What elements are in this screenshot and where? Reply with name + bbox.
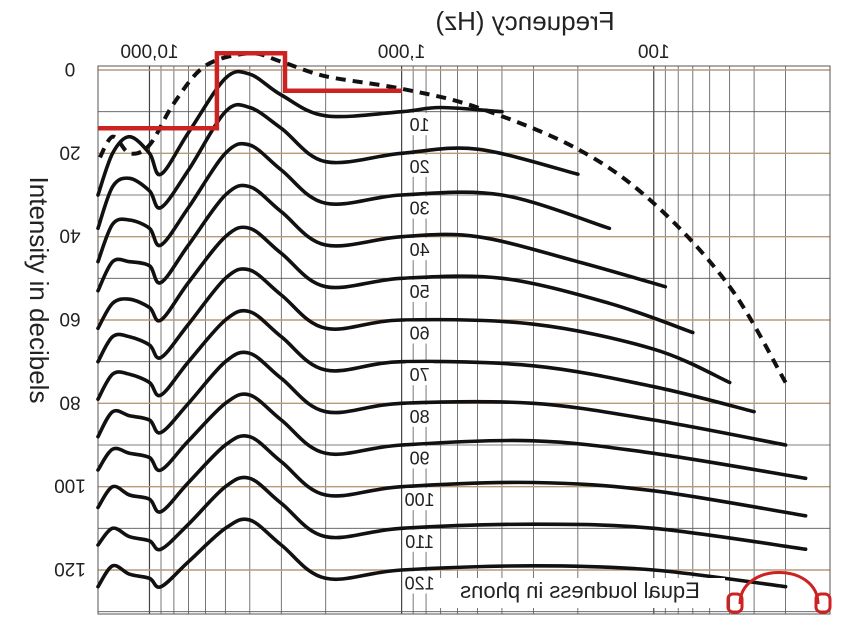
- loudness-curve-120: [96, 517, 788, 589]
- curve-label-bg: [405, 321, 434, 344]
- headphones-icon: [726, 571, 832, 614]
- curve-label-bg: [405, 113, 434, 136]
- curve-label-70: 70: [410, 365, 430, 385]
- axis-titles: Frequency (Hz) Intensity in decibels Equ…: [24, 6, 725, 608]
- loudness-curve-100: [96, 433, 808, 518]
- svg-text:100: 100: [54, 475, 86, 496]
- headphones-left-cup: [726, 592, 744, 614]
- loudness-curve-10: [96, 69, 504, 197]
- curve-label-10: 10: [410, 115, 430, 135]
- headphones-band: [738, 571, 820, 605]
- annotation-bg: [440, 578, 725, 608]
- equal-loudness-annotation: Equal loudness in phons: [460, 578, 700, 603]
- curve-label-80: 80: [410, 407, 430, 427]
- x-tick-label: 1,000: [378, 42, 426, 63]
- y-tick-label: 0: [65, 58, 76, 79]
- curve-label-bg: [405, 154, 434, 177]
- highlight-step: [98, 51, 402, 131]
- loudness-curve-20: [96, 102, 580, 231]
- y-tick-label: 80: [59, 391, 80, 412]
- y-tick-label: 20: [59, 141, 80, 162]
- loudness-curve-40: [96, 183, 668, 293]
- x-tick-label: 10,000: [120, 42, 178, 63]
- x-tick-label: 100: [638, 42, 670, 63]
- y-axis-title: Intensity in decibels: [24, 177, 54, 404]
- curve-label-40: 40: [410, 240, 430, 260]
- loudness-curve-50: [96, 225, 695, 335]
- svg-text:120: 120: [54, 558, 86, 579]
- svg-text:30: 30: [410, 199, 430, 219]
- y-tick-label: 100: [54, 475, 86, 496]
- y-tick-label: 120: [54, 558, 86, 579]
- loudness-curve-110: [96, 475, 808, 552]
- curve-label-30: 30: [410, 199, 430, 219]
- svg-text:70: 70: [410, 365, 430, 385]
- loudness-curve-30: [96, 141, 612, 264]
- highlight-step-line: [98, 51, 402, 131]
- curve-label-bg: [405, 279, 434, 302]
- curve-label-100: 100: [405, 490, 435, 510]
- curve-label-bg: [405, 196, 434, 219]
- svg-text:0: 0: [65, 58, 76, 79]
- y-tick-label: 40: [59, 225, 80, 246]
- svg-text:90: 90: [410, 449, 430, 469]
- loudness-curve-80: [96, 350, 788, 447]
- curve-label-60: 60: [410, 324, 430, 344]
- svg-text:80: 80: [410, 407, 430, 427]
- svg-text:1,000: 1,000: [378, 42, 426, 63]
- svg-text:20: 20: [59, 141, 80, 162]
- svg-text:80: 80: [59, 391, 80, 412]
- curve-label-bg: [405, 529, 434, 552]
- y-tick-label: 60: [59, 308, 80, 329]
- curve-label-bg: [405, 488, 434, 511]
- loudness-curve-60: [96, 267, 732, 385]
- svg-text:40: 40: [410, 240, 430, 260]
- svg-text:60: 60: [410, 324, 430, 344]
- headphones-right-cup: [814, 592, 832, 614]
- svg-text:110: 110: [405, 532, 434, 552]
- svg-text:10: 10: [410, 115, 430, 135]
- curve-label-bg: [405, 404, 434, 427]
- curve-label-20: 20: [410, 157, 430, 177]
- svg-text:50: 50: [410, 282, 430, 302]
- curve-labels: 10 20 30 40 50 60 70 80 90 100 110 120: [405, 113, 435, 594]
- curve-label-bg: [405, 363, 434, 386]
- grid: [97, 65, 831, 615]
- svg-text:100: 100: [405, 490, 435, 510]
- plot-frame: [97, 65, 831, 615]
- axis-ticks: 100 1,000 10,000 0 20 40 60 80 100 120: [54, 42, 669, 579]
- svg-text:60: 60: [59, 308, 80, 329]
- loudness-curve-70: [96, 308, 756, 414]
- svg-text:100: 100: [638, 42, 670, 63]
- curve-label-90: 90: [410, 449, 430, 469]
- threshold-curve: [96, 51, 788, 384]
- svg-text:40: 40: [59, 225, 80, 246]
- curve-label-110: 110: [405, 532, 434, 552]
- curve-label-bg: [405, 238, 434, 261]
- loudness-curves: [96, 69, 808, 589]
- curve-label-50: 50: [410, 282, 430, 302]
- curve-label-120: 120: [405, 574, 435, 594]
- x-axis-title: Frequency (Hz): [435, 6, 614, 36]
- svg-text:10,000: 10,000: [120, 42, 178, 63]
- svg-text:120: 120: [405, 574, 435, 594]
- svg-text:20: 20: [410, 157, 430, 177]
- threshold-curve-line: [96, 51, 788, 384]
- curve-label-bg: [405, 571, 434, 594]
- curve-label-bg: [405, 446, 434, 469]
- loudness-curve-90: [96, 392, 808, 481]
